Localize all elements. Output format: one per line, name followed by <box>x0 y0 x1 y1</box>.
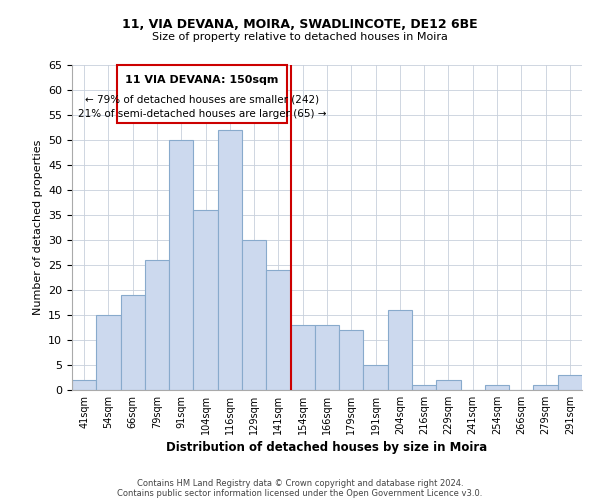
Bar <box>96 315 121 390</box>
Bar <box>315 325 339 390</box>
Bar <box>169 140 193 390</box>
Bar <box>121 295 145 390</box>
Text: 11, VIA DEVANA, MOIRA, SWADLINCOTE, DE12 6BE: 11, VIA DEVANA, MOIRA, SWADLINCOTE, DE12… <box>122 18 478 30</box>
Bar <box>364 365 388 390</box>
Bar <box>436 380 461 390</box>
Bar <box>290 325 315 390</box>
Bar <box>412 385 436 390</box>
Bar <box>339 330 364 390</box>
Text: Size of property relative to detached houses in Moira: Size of property relative to detached ho… <box>152 32 448 42</box>
Bar <box>266 270 290 390</box>
Text: 11 VIA DEVANA: 150sqm: 11 VIA DEVANA: 150sqm <box>125 75 278 85</box>
Bar <box>558 375 582 390</box>
X-axis label: Distribution of detached houses by size in Moira: Distribution of detached houses by size … <box>166 441 488 454</box>
Bar <box>388 310 412 390</box>
Bar <box>533 385 558 390</box>
Text: 21% of semi-detached houses are larger (65) →: 21% of semi-detached houses are larger (… <box>77 109 326 119</box>
Text: Contains HM Land Registry data © Crown copyright and database right 2024.: Contains HM Land Registry data © Crown c… <box>137 478 463 488</box>
Text: ← 79% of detached houses are smaller (242): ← 79% of detached houses are smaller (24… <box>85 94 319 104</box>
Bar <box>485 385 509 390</box>
Text: Contains public sector information licensed under the Open Government Licence v3: Contains public sector information licen… <box>118 488 482 498</box>
Bar <box>242 240 266 390</box>
Bar <box>72 380 96 390</box>
Bar <box>193 210 218 390</box>
Bar <box>145 260 169 390</box>
FancyBboxPatch shape <box>117 65 287 122</box>
Y-axis label: Number of detached properties: Number of detached properties <box>32 140 43 315</box>
Bar <box>218 130 242 390</box>
